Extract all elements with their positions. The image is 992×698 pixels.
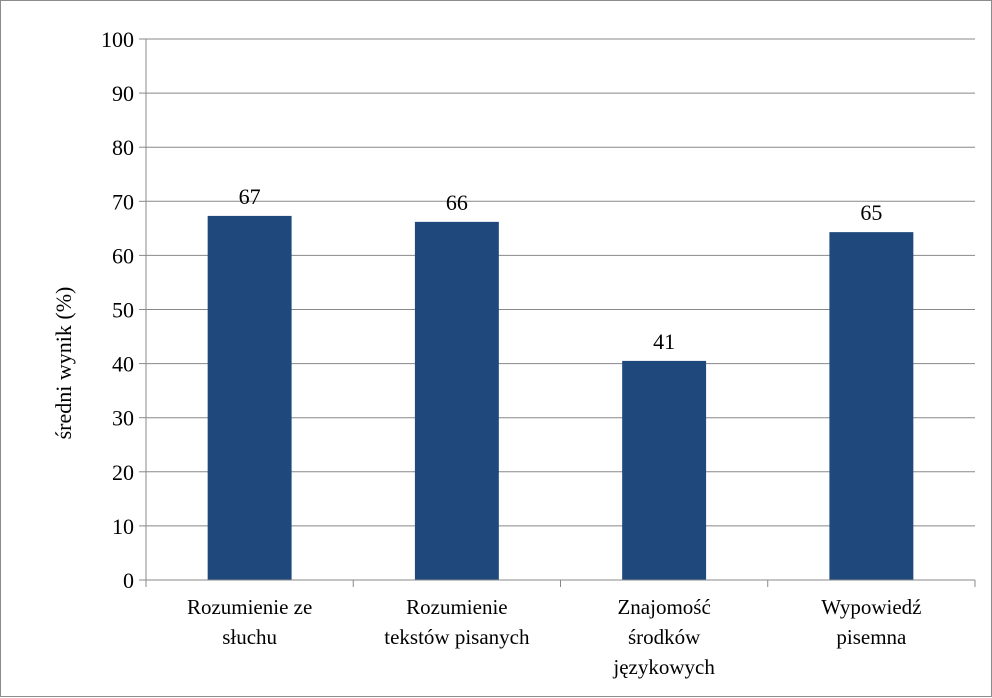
y-tick-label: 60 [112, 243, 134, 268]
y-tick-label: 20 [112, 460, 134, 485]
bar [414, 221, 499, 580]
category-label-line: Znajomość [617, 595, 710, 619]
bar [622, 360, 707, 580]
category-label: Wypowiedź pisemna [821, 595, 921, 649]
x-category-labels: Rozumienie ze słuchu Rozumienie tekstów pis… [187, 595, 922, 679]
category-label-line: pisemna [836, 625, 907, 649]
category-label-line: środków [628, 625, 701, 649]
y-tick-label: 0 [123, 568, 134, 593]
category-label-line: Rozumienie [406, 595, 507, 619]
y-tick-labels: 0 10 20 30 40 50 60 70 80 90 100 [101, 27, 134, 593]
y-tick-label: 90 [112, 81, 134, 106]
data-label: 65 [860, 200, 882, 225]
category-label-line: językowych [612, 655, 715, 679]
category-label: Znajomość środków językowych [612, 595, 715, 679]
category-label: Rozumienie tekstów pisanych [384, 595, 530, 649]
y-tick-label: 70 [112, 189, 134, 214]
axes [139, 38, 976, 587]
data-label: 66 [446, 190, 468, 215]
category-label-line: Wypowiedź [821, 595, 921, 619]
bar [207, 215, 292, 581]
data-labels: 67 66 41 65 [239, 184, 883, 354]
bar [829, 232, 914, 580]
category-label-line: tekstów pisanych [384, 625, 530, 649]
category-label: Rozumienie ze słuchu [187, 595, 312, 649]
data-label: 41 [653, 329, 675, 354]
y-tick-label: 40 [112, 352, 134, 377]
y-tick-label: 30 [112, 406, 134, 431]
data-label: 67 [239, 184, 261, 209]
y-tick-label: 50 [112, 298, 134, 323]
y-axis-title: średni wynik (%) [51, 287, 76, 440]
category-label-line: słuchu [222, 625, 277, 649]
y-tick-label: 10 [112, 514, 134, 539]
category-label-line: Rozumienie ze [187, 595, 312, 619]
y-tick-label: 100 [101, 27, 134, 52]
y-tick-label: 80 [112, 135, 134, 160]
bars [207, 215, 914, 581]
